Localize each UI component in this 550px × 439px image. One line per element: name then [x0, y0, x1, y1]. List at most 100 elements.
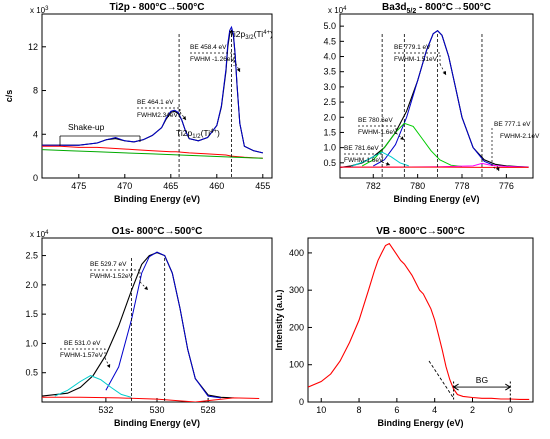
arrow-head-icon — [144, 286, 148, 290]
annotation-text: FWHM-1.52eV — [90, 273, 134, 280]
bg-label: BG — [476, 375, 488, 385]
chart-title: VB - 800°C→500°C — [376, 226, 465, 237]
annotation-leader — [344, 153, 383, 162]
arrow-head-icon — [442, 71, 447, 75]
x-tick-label: 778 — [454, 181, 469, 191]
series-line-1 — [373, 30, 496, 167]
axis-multiplier: x 104 — [30, 230, 49, 239]
x-tick-label: 10 — [316, 405, 326, 415]
series-line-0 — [308, 242, 530, 400]
x-axis-label: Binding Energy (eV) — [393, 194, 479, 204]
y-tick-label: 300 — [289, 285, 304, 295]
y-tick-label: 100 — [289, 360, 304, 370]
y-tick-label: 4 — [33, 129, 38, 139]
series-line-3 — [350, 151, 409, 167]
series-line-0 — [42, 252, 234, 399]
annotation-text: FWHM-1.6eV — [344, 157, 384, 164]
arrow-head-icon — [386, 161, 390, 166]
chart-panel-2: O1s- 800°C→500°C x 104 532 530 528 0.5 1.0 1.5 2… — [25, 226, 273, 428]
x-tick-label: 460 — [209, 181, 224, 191]
annotation-text: BE 531.0 eV — [64, 340, 101, 347]
x-tick-label: 776 — [499, 181, 514, 191]
y-tick-label: 2.0 — [323, 112, 336, 122]
y-tick-label: 0.5 — [25, 368, 38, 378]
annotation-text: FWHM-1.51eV — [394, 56, 438, 63]
axis-multiplier: x 103 — [30, 6, 49, 15]
y-tick-label: 2.5 — [25, 251, 38, 261]
annotation-leader — [90, 269, 141, 282]
y-tick-label: 0 — [33, 173, 38, 183]
chart-title: O1s- 800°C→500°C — [112, 226, 203, 237]
chart-panel-3: VB - 800°C→500°C10 8 6 4 2 00100200300400Bind… — [274, 226, 534, 428]
y-tick-label: 4.0 — [323, 52, 336, 62]
x-tick-label: 465 — [163, 181, 178, 191]
x-tick-label: 528 — [201, 405, 216, 415]
series-line-2 — [361, 122, 463, 167]
annotation-text: FWHM-1.6eV — [358, 129, 398, 136]
y-tick-label: 5.0 — [323, 21, 336, 31]
annotation-text: FWHM-1.57eV — [60, 352, 104, 359]
x-tick-label: 8 — [357, 405, 362, 415]
y-tick-label: 400 — [289, 248, 304, 258]
chart-title: Ba3d5/2 - 800°C→500°C — [382, 2, 491, 15]
annotation-text: FWHM-2.1eV — [500, 133, 540, 140]
annotation-text: BE 781.6eV — [344, 145, 379, 152]
y-axis-label: c/s — [4, 90, 14, 103]
annotation-text: BE 779.1 eV — [394, 44, 431, 51]
annotation-text: BE 458.4 eV — [190, 44, 227, 51]
y-axis-label: Intensity (a.u.) — [274, 289, 284, 350]
y-tick-label: 200 — [289, 322, 304, 332]
x-tick-label: 475 — [71, 181, 86, 191]
x-tick-label: 532 — [98, 405, 113, 415]
y-tick-label: 8 — [33, 86, 38, 96]
arrow-head-icon — [106, 364, 111, 368]
chart-panel-1: Ba3d5/2 - 800°C→500°C x 104 782 780 778 776 0.… — [323, 2, 534, 204]
y-tick-label: 1.0 — [25, 338, 38, 348]
x-tick-label: 780 — [410, 181, 425, 191]
x-tick-label: 0 — [508, 405, 513, 415]
x-axis-label: Binding Energy (eV) — [377, 418, 463, 428]
x-tick-label: 455 — [255, 181, 270, 191]
peak-label: Ti2p1/2(Ti4+) — [176, 128, 220, 140]
peak-label: Ti2p3/2(Ti4+) — [229, 29, 273, 41]
chart-title: Ti2p - 800°C→500°C — [109, 2, 204, 13]
shake-up-label: Shake-up — [68, 122, 105, 132]
x-tick-label: 782 — [366, 181, 381, 191]
annotation-text: BE 777.1 eV — [494, 121, 531, 128]
series-line-1 — [42, 25, 263, 154]
annotation-arrow — [381, 161, 391, 166]
annotation-leader — [358, 125, 397, 135]
series-line-2 — [54, 375, 132, 398]
annotation-leader — [190, 52, 235, 66]
y-tick-label: 2.0 — [25, 280, 38, 290]
y-tick-label: 1.0 — [323, 143, 336, 153]
edge-fit-line — [428, 360, 454, 399]
x-tick-label: 6 — [394, 405, 399, 415]
x-tick-label: 2 — [470, 405, 475, 415]
series-line-2 — [42, 145, 263, 159]
chart-panel-0: Ti2p - 800°C→500°C x 103 475 470 465 460 455 0 4… — [4, 2, 273, 204]
x-tick-label: 530 — [149, 405, 164, 415]
y-tick-label: 1.5 — [25, 309, 38, 319]
annotation-text: FWHM2.34eV — [137, 112, 178, 119]
y-tick-label: 12 — [28, 42, 38, 52]
series-line-3 — [42, 396, 260, 402]
arrow-head-icon — [400, 136, 404, 140]
x-axis-label: Binding Energy (eV) — [114, 418, 200, 428]
y-tick-label: 3.0 — [323, 82, 336, 92]
annotation-text: BE 529.7 eV — [90, 261, 127, 268]
axis-multiplier: x 104 — [328, 6, 347, 15]
arrow-head-icon — [182, 116, 186, 120]
y-tick-label: 0 — [299, 397, 304, 407]
annotation-leader — [394, 52, 441, 64]
y-tick-label: 4.5 — [323, 36, 336, 46]
plot-frame — [307, 237, 534, 403]
arrow-head-icon — [236, 68, 241, 72]
y-tick-label: 2.5 — [323, 97, 336, 107]
annotation-leader — [60, 348, 106, 358]
plot-frame — [339, 13, 534, 179]
annotation-text: BE 464.1 eV — [137, 99, 174, 106]
annotation-text: BE 780.6eV — [358, 117, 393, 124]
y-tick-label: 0.5 — [323, 158, 336, 168]
